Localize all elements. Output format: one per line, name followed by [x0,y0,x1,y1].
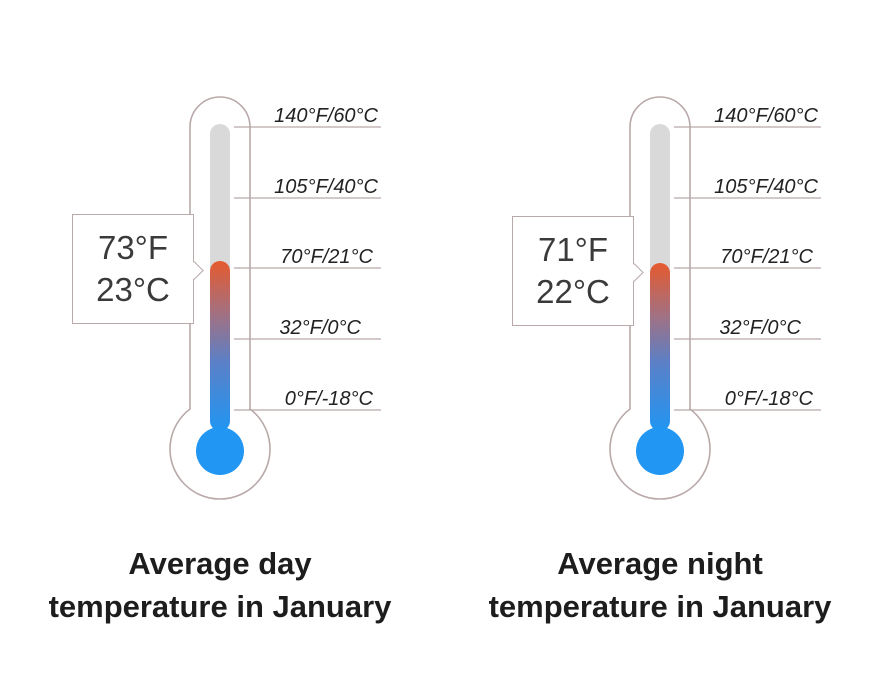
temperature-readout-night: 71°F 22°C [512,216,644,326]
scale-label-0f: 0°F/-18°C [725,388,814,410]
thermometer-bulb [636,427,684,475]
caption-night: Average night temperature in January [450,542,870,628]
scale-label-32f: 32°F/0°C [719,317,801,339]
scale-label-0f: 0°F/-18°C [285,388,374,410]
caption-day: Average day temperature in January [10,542,430,628]
scale-label-140f: 140°F/60°C [274,105,378,127]
thermometer-fill [650,263,670,431]
scale-label-105f: 105°F/40°C [274,176,378,198]
thermometer-fill [210,261,230,431]
reading-celsius: 23°C [96,271,170,308]
thermometer-day: 140°F/60°C 105°F/40°C 70°F/21°C 32°F/0°C… [169,96,381,500]
scale-label-140f: 140°F/60°C [714,105,818,127]
thermometer-night: 140°F/60°C 105°F/40°C 70°F/21°C 32°F/0°C… [609,96,821,500]
caption-line-2: temperature in January [488,589,832,624]
caption-line-1: Average night [557,546,763,581]
caption-line-1: Average day [128,546,312,581]
scale-label-105f: 105°F/40°C [714,176,818,198]
temperature-readout-day: 73°F 23°C [72,214,204,324]
thermometer-bulb [196,427,244,475]
scale-label-32f: 32°F/0°C [279,317,361,339]
reading-fahrenheit: 71°F [537,231,609,268]
scale-ticks [234,126,381,411]
reading-celsius: 22°C [536,273,610,310]
scale-label-70f: 70°F/21°C [720,246,813,268]
caption-line-2: temperature in January [48,589,392,624]
scale-ticks [674,126,821,411]
reading-fahrenheit: 73°F [97,229,169,266]
scale-label-70f: 70°F/21°C [280,246,373,268]
